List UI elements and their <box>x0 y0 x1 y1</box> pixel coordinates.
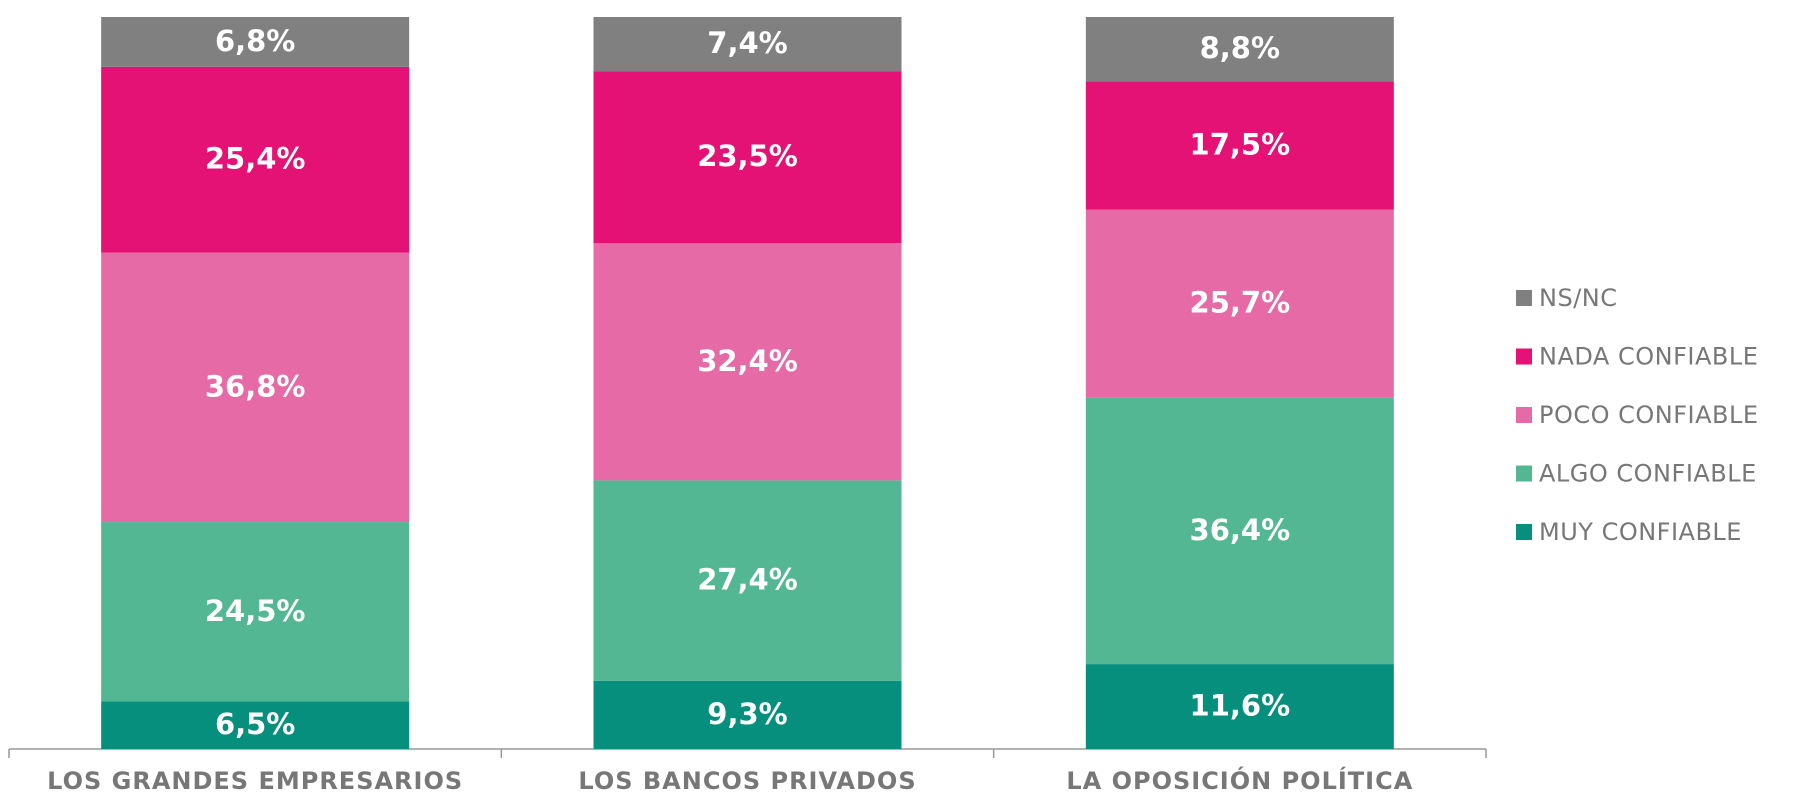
value-label: 25,4% <box>205 142 306 176</box>
bar-segment <box>101 701 410 749</box>
bar-segment <box>593 17 902 72</box>
value-label: 25,7% <box>1190 286 1291 320</box>
value-label: 24,5% <box>205 594 306 628</box>
legend-swatch <box>1516 407 1532 423</box>
value-label: 36,4% <box>1190 513 1291 547</box>
value-label: 11,6% <box>1190 689 1291 723</box>
value-label: 9,3% <box>707 697 787 731</box>
bar-segment <box>593 243 902 481</box>
category-label: LOS GRANDES EMPRESARIOS <box>47 767 463 795</box>
value-label: 8,8% <box>1200 31 1280 65</box>
legend-swatch <box>1516 465 1532 482</box>
legend-swatch <box>1516 290 1532 306</box>
value-label: 32,4% <box>697 344 798 378</box>
legend-label: POCO CONFIABLE <box>1539 401 1759 429</box>
legend-label: ALGO CONFIABLE <box>1539 460 1757 488</box>
category-label: LOS BANCOS PRIVADOS <box>578 767 916 795</box>
value-label: 17,5% <box>1190 127 1291 161</box>
bar-segment <box>1085 397 1394 665</box>
bar-segment <box>1085 81 1394 210</box>
bar-segment <box>1085 17 1394 82</box>
legend-swatch <box>1516 524 1532 540</box>
bar-segment <box>101 17 410 67</box>
value-label: 6,5% <box>215 707 295 741</box>
bar-segment <box>593 680 902 749</box>
legend-swatch <box>1516 348 1532 365</box>
value-label: 7,4% <box>707 26 787 60</box>
bar-segment <box>101 66 410 253</box>
legend-label: NS/NC <box>1539 284 1617 312</box>
bar-segment <box>1085 664 1394 749</box>
bar-segment <box>593 71 902 244</box>
legend-label: MUY CONFIABLE <box>1539 518 1742 546</box>
category-label: LA OPOSICIÓN POLÍTICA <box>1066 765 1413 795</box>
value-label: 36,8% <box>205 369 306 403</box>
value-label: 6,8% <box>215 24 295 58</box>
bar-segment <box>101 252 410 523</box>
legend-label: NADA CONFIABLE <box>1539 343 1758 371</box>
value-label: 27,4% <box>697 563 798 597</box>
bar-segment <box>1085 209 1394 398</box>
bar-segment <box>593 480 902 681</box>
value-label: 23,5% <box>697 139 798 173</box>
bar-segment <box>101 522 410 702</box>
